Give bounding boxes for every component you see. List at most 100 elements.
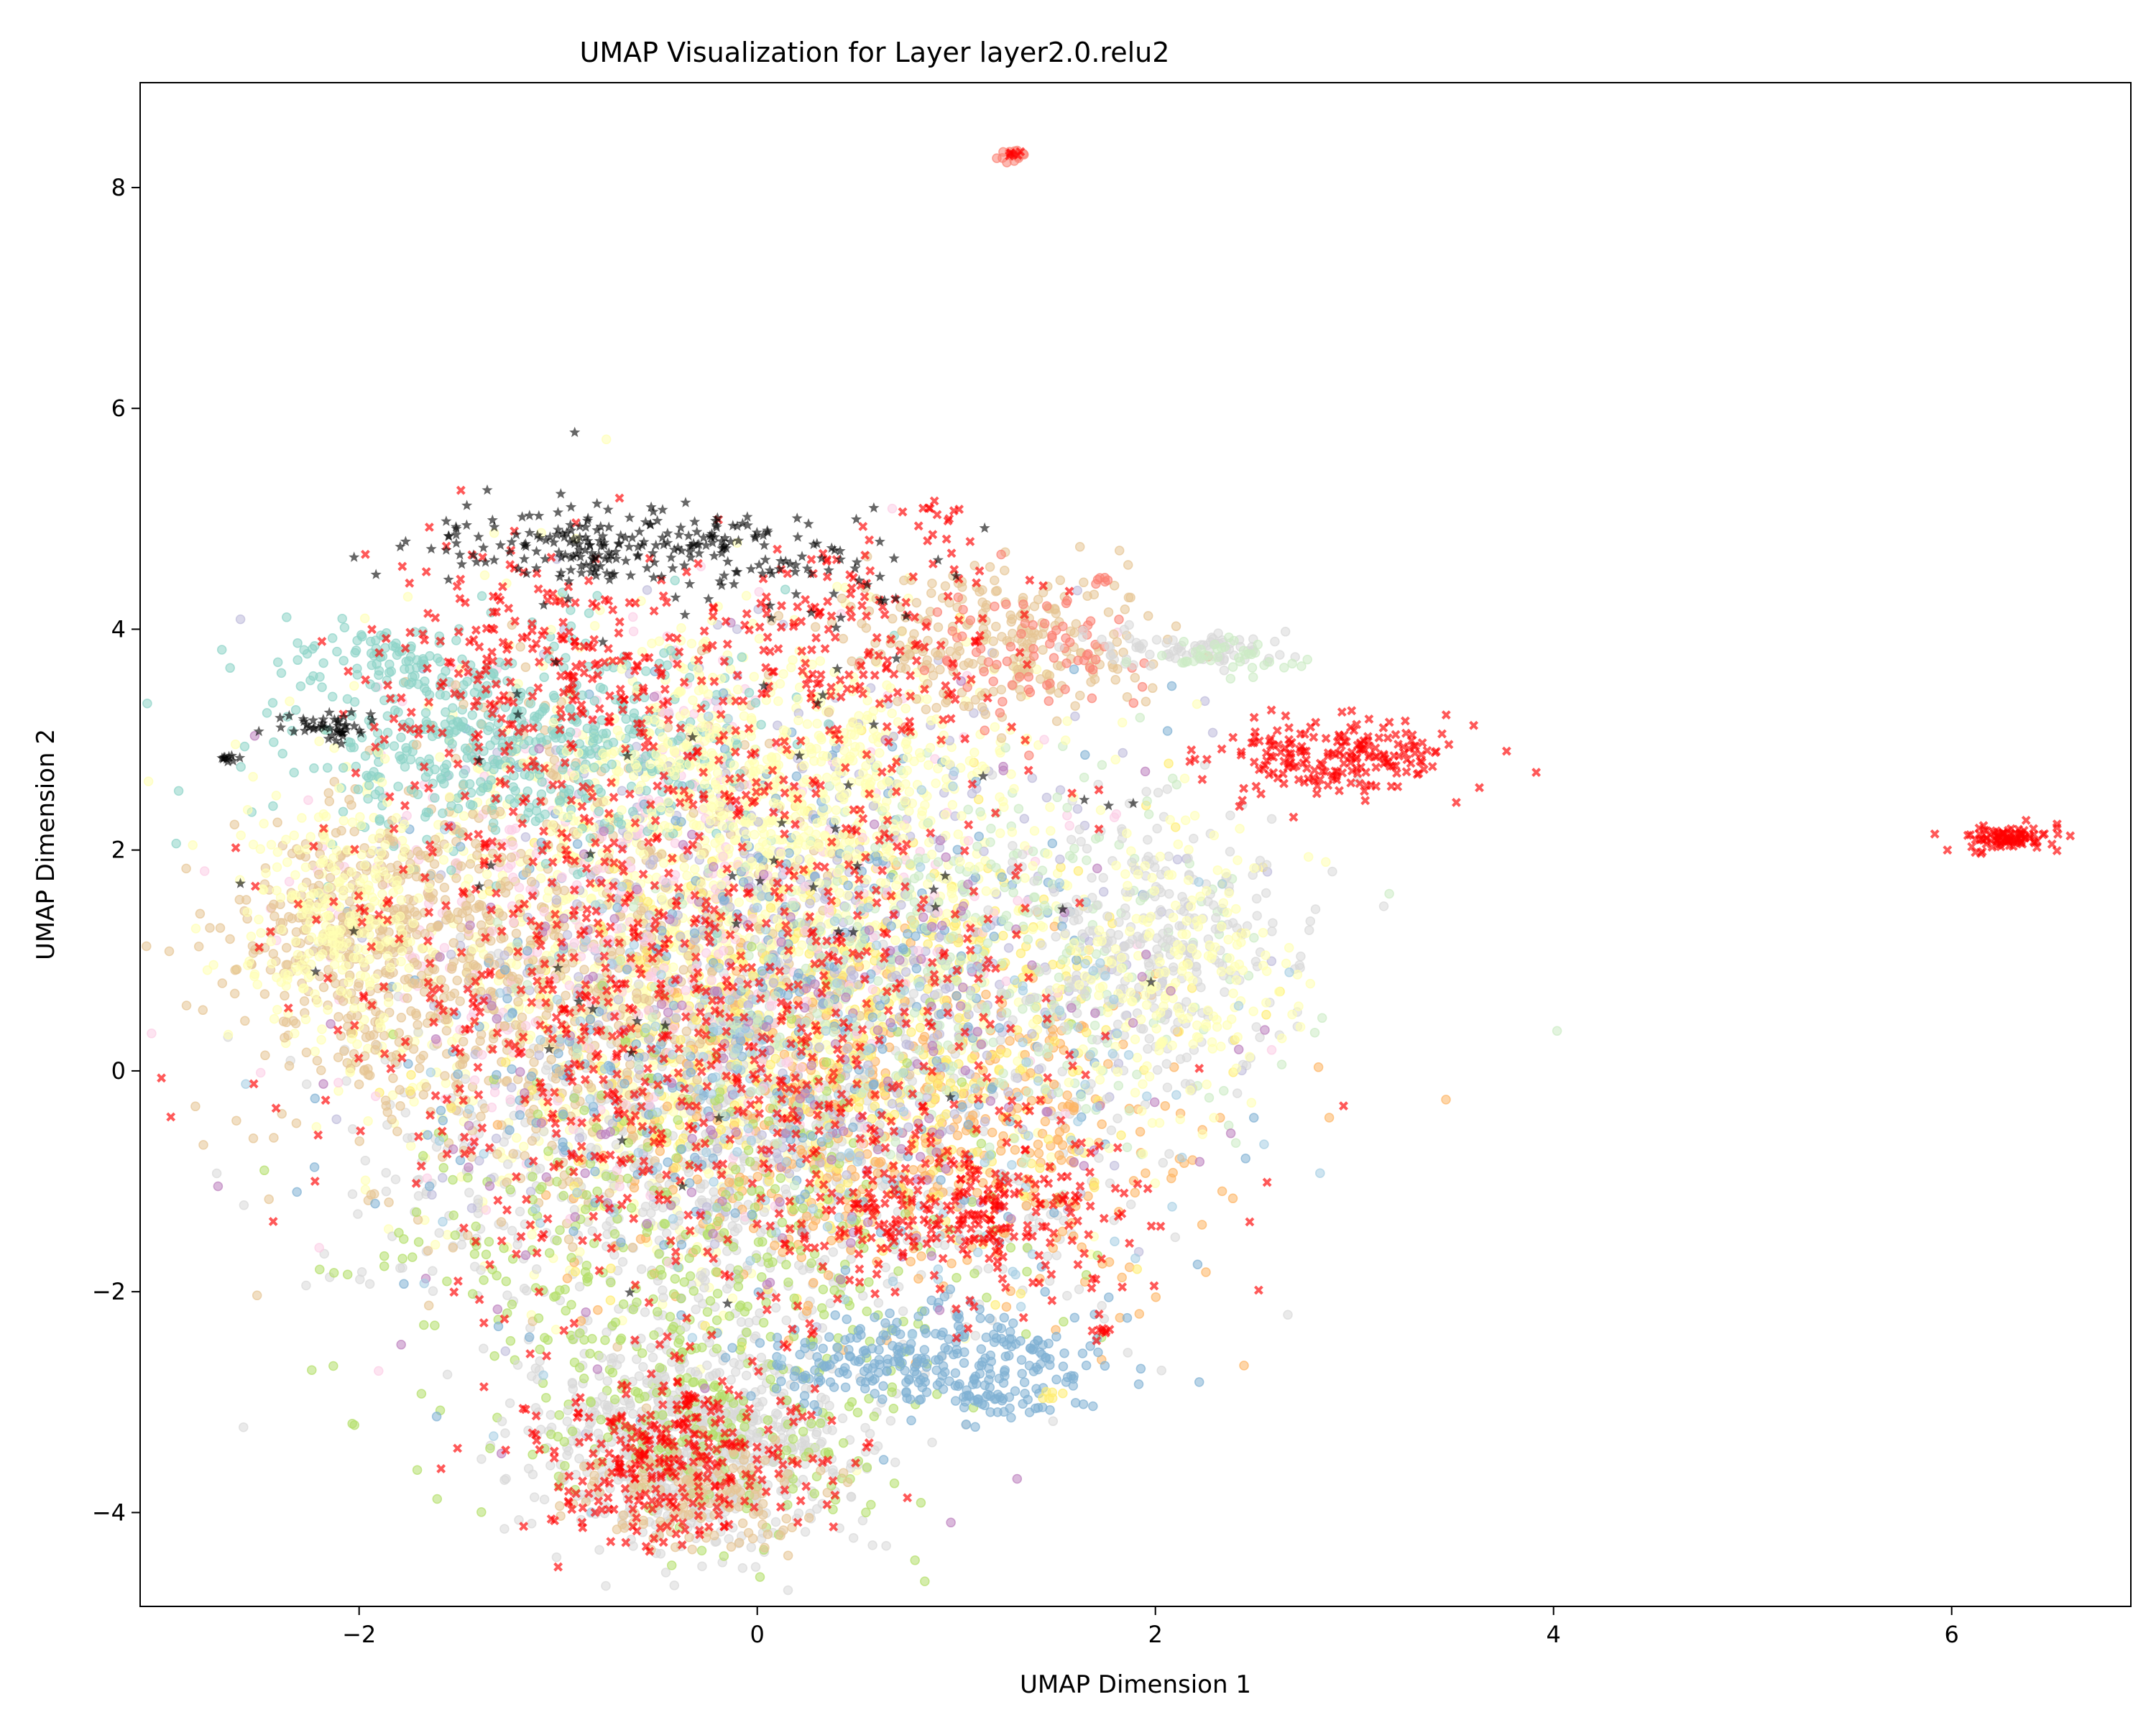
scatter-point-circle — [1170, 822, 1181, 832]
scatter-point-circle — [628, 626, 639, 637]
scatter-point-circle — [1048, 1416, 1059, 1427]
scatter-point-circle — [757, 1130, 767, 1140]
scatter-point-circle — [808, 1278, 819, 1288]
scatter-point-circle — [880, 1262, 891, 1273]
scatter-point-circle — [217, 978, 228, 988]
scatter-point-circle — [416, 1389, 427, 1399]
scatter-point-circle — [711, 1315, 722, 1325]
scatter-point-circle — [1123, 1348, 1133, 1358]
scatter-point-circle — [980, 1116, 990, 1127]
scatter-point-circle — [699, 1282, 709, 1293]
scatter-point-circle — [405, 1141, 416, 1151]
scatter-point-circle — [700, 1268, 710, 1278]
scatter-point-circle — [1035, 1163, 1045, 1174]
scatter-point-circle — [927, 1438, 937, 1448]
scatter-point-circle — [957, 1077, 967, 1087]
scatter-point-circle — [734, 1191, 744, 1201]
scatter-point-circle — [736, 1317, 747, 1328]
scatter-point-circle — [231, 1116, 241, 1126]
scatter-point-circle — [1038, 922, 1049, 932]
scatter-point-circle — [849, 970, 859, 980]
scatter-point-circle — [1227, 1193, 1238, 1204]
scatter-point-circle — [765, 903, 776, 913]
scatter-point-circle — [626, 1202, 637, 1213]
scatter-point-circle — [484, 1236, 494, 1247]
scatter-point-circle — [469, 1261, 480, 1271]
scatter-point-circle — [630, 870, 640, 881]
scatter-point-circle — [823, 1270, 834, 1280]
scatter-point-circle — [727, 1293, 738, 1304]
scatter-point-circle — [520, 832, 531, 842]
scatter-point-circle — [688, 1286, 699, 1296]
scatter-point-circle — [1166, 1173, 1176, 1184]
scatter-point-circle — [525, 1187, 536, 1197]
scatter-point-circle — [1132, 1264, 1143, 1274]
scatter-point-circle — [513, 996, 523, 1007]
scatter-point-circle — [601, 1171, 612, 1182]
scatter-point-circle — [573, 972, 584, 982]
scatter-point-circle — [465, 859, 476, 869]
scatter-point-circle — [534, 1050, 544, 1060]
scatter-point-circle — [688, 808, 699, 818]
scatter-point-circle — [733, 1265, 743, 1275]
scatter-point-circle — [459, 1054, 469, 1064]
scatter-point-circle — [719, 1228, 729, 1238]
scatter-point-circle — [842, 1170, 852, 1180]
scatter-point-circle — [1019, 814, 1030, 824]
scatter-point-circle — [1027, 773, 1038, 783]
scatter-point-circle — [1110, 755, 1120, 765]
scatter-point-circle — [384, 1197, 394, 1208]
scatter-point-circle — [507, 1300, 517, 1310]
scatter-point-circle — [711, 1266, 722, 1277]
scatter-point-circle — [1094, 1153, 1104, 1163]
scatter-point-circle — [379, 1251, 390, 1261]
scatter-point-circle — [828, 1247, 839, 1257]
scatter-point-circle — [549, 1292, 559, 1302]
scatter-point-circle — [418, 1151, 428, 1161]
scatter-point-circle — [449, 988, 460, 998]
scatter-point-circle — [622, 1173, 633, 1184]
scatter-point-circle — [269, 1013, 280, 1024]
scatter-point-circle — [390, 1174, 401, 1184]
scatter-point-circle — [949, 1109, 959, 1119]
scatter-point-circle — [550, 1325, 561, 1335]
scatter-point-circle — [1173, 839, 1184, 850]
scatter-point-circle — [683, 950, 694, 961]
scatter-point-circle — [913, 945, 923, 956]
scatter-point-circle — [328, 1268, 339, 1278]
scatter-point-circle — [360, 1175, 371, 1185]
scatter-point-circle — [354, 1136, 364, 1146]
scatter-point-circle — [485, 1443, 495, 1453]
scatter-point-circle — [614, 1181, 625, 1192]
scatter-point-circle — [482, 869, 492, 880]
scatter-point-circle — [496, 1217, 507, 1227]
scatter-point-circle — [609, 1228, 620, 1239]
scatter-point-circle — [347, 1124, 358, 1134]
scatter-point-circle — [890, 935, 900, 945]
scatter-point-circle — [359, 613, 370, 624]
scatter-point-circle — [1151, 1292, 1161, 1302]
scatter-point-circle — [605, 1295, 616, 1305]
scatter-point-circle — [301, 1280, 311, 1291]
scatter-point-circle — [421, 1082, 431, 1092]
scatter-point-circle — [402, 1133, 413, 1144]
scatter-point-circle — [1207, 727, 1218, 738]
scatter-point-circle — [709, 1239, 720, 1249]
scatter-point-circle — [579, 965, 589, 975]
scatter-point-circle — [602, 1220, 612, 1231]
scatter-point-circle — [446, 1103, 456, 1113]
scatter-point-circle — [1046, 826, 1056, 836]
scatter-point-circle — [563, 1234, 574, 1245]
scatter-point-circle — [520, 662, 531, 672]
scatter-point-circle — [502, 1290, 512, 1300]
scatter-point-circle — [259, 1165, 270, 1176]
scatter-point-circle — [906, 1256, 916, 1266]
scatter-point-circle — [562, 1273, 573, 1284]
scatter-point-circle — [411, 1207, 422, 1218]
scatter-point-circle — [1261, 1010, 1271, 1020]
scatter-point-circle — [540, 1333, 550, 1343]
scatter-point-circle — [749, 671, 760, 682]
scatter-point-circle — [512, 1133, 522, 1143]
scatter-point-circle — [428, 1286, 438, 1297]
scatter-point-circle — [560, 1284, 570, 1294]
